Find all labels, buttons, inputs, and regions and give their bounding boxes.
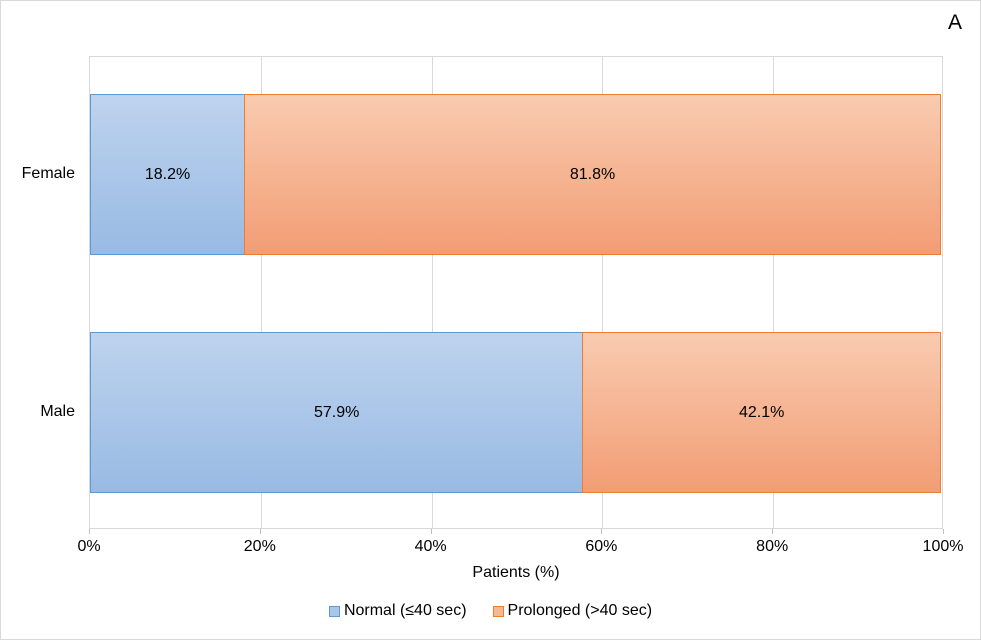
- x-tick-label: 40%: [414, 538, 447, 555]
- x-tick-mark: [943, 529, 944, 534]
- gridline: [260, 57, 262, 528]
- category-label-male: Male: [40, 403, 75, 420]
- bar-segment: 18.2%: [90, 94, 246, 255]
- x-tick-mark: [772, 529, 774, 534]
- bar-segment: 81.8%: [244, 94, 941, 255]
- data-label: 57.9%: [313, 403, 360, 421]
- x-tick-label: 0%: [77, 538, 101, 555]
- legend-swatch-icon: [328, 605, 340, 617]
- panel-label: A: [947, 11, 962, 34]
- x-axis-title: Patients (%): [472, 564, 560, 581]
- gridline: [773, 57, 775, 528]
- bar-segment: 57.9%: [90, 332, 584, 493]
- data-label: 81.8%: [569, 165, 616, 183]
- legend: Normal (≤40 sec) Prolonged (>40 sec): [1, 602, 980, 620]
- x-tick-label: 100%: [922, 538, 964, 555]
- bar-row-female: 18.2% 81.8%: [90, 94, 942, 255]
- x-tick-label: 80%: [756, 538, 789, 555]
- legend-item: Normal (≤40 sec): [328, 602, 467, 620]
- legend-swatch-icon: [492, 605, 504, 617]
- plot-area: 18.2% 81.8% 57.9% 42.1%: [89, 56, 943, 529]
- data-label: 42.1%: [738, 403, 785, 421]
- bar-segment: 42.1%: [582, 332, 941, 493]
- x-tick-mark: [89, 529, 90, 534]
- legend-label: Prolonged (>40 sec): [507, 602, 653, 619]
- x-tick-mark: [430, 529, 432, 534]
- gridline: [431, 57, 433, 528]
- category-label-female: Female: [21, 165, 75, 182]
- x-tick-label: 60%: [585, 538, 618, 555]
- x-tick-label: 20%: [243, 538, 276, 555]
- bar-row-male: 57.9% 42.1%: [90, 332, 942, 493]
- legend-item: Prolonged (>40 sec): [492, 602, 653, 620]
- x-tick-mark: [259, 529, 261, 534]
- gridline: [602, 57, 604, 528]
- data-label: 18.2%: [144, 165, 191, 183]
- legend-label: Normal (≤40 sec): [343, 602, 467, 619]
- x-tick-mark: [601, 529, 603, 534]
